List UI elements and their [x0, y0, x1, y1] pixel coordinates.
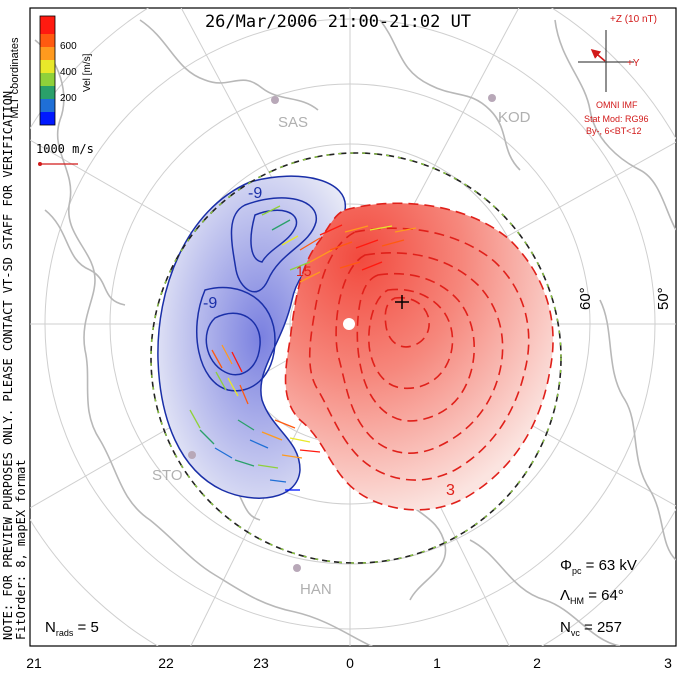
imf-y-label: +Y — [627, 58, 640, 69]
stat-condition: By-, 6<BT<12 — [586, 126, 642, 136]
velocity-vectors — [189, 205, 417, 491]
station-markers — [188, 94, 496, 572]
cross-polar-potential: Φpc = 63 kV — [560, 557, 637, 576]
map-title: 26/Mar/2006 21:00-21:02 UT — [205, 12, 471, 32]
mlt-tick: 3 — [664, 655, 672, 671]
pole-marker — [343, 318, 355, 330]
mlt-tick: 1 — [433, 655, 441, 671]
velocity-colorbar — [39, 15, 56, 126]
station-label: KOD — [498, 109, 531, 126]
svg-text:Φpc = 63 kV: Φpc = 63 kV — [560, 557, 637, 576]
imf-dial — [578, 30, 634, 92]
imf-vector — [590, 48, 606, 62]
imf-source: OMNI IMF — [596, 100, 638, 110]
svg-text:ΛHM = 64°: ΛHM = 64° — [560, 587, 624, 606]
hm-latitude: ΛHM = 64° — [560, 587, 624, 606]
positive-contours — [284, 202, 554, 511]
vector-count: Nvc = 257 — [560, 619, 622, 638]
ref-vector-label: 1000 m/s — [36, 142, 94, 156]
station-label: STO — [152, 467, 183, 484]
contour-label: 15 — [296, 263, 312, 279]
preview-note: NOTE: FOR PREVIEW PURPOSES ONLY. PLEASE … — [1, 84, 28, 640]
station-label: SAS — [278, 114, 308, 131]
imf-z-label: +Z (10 nT) — [610, 14, 657, 25]
radar-count: Nrads = 5 — [45, 619, 99, 638]
mlt-tick: 23 — [253, 655, 269, 671]
preview-note-line2: FitOrder: 8, mapEX format — [14, 459, 28, 640]
colorbar-label: Vel [m/s] — [82, 53, 93, 92]
contour-label: 3 — [446, 482, 455, 499]
svg-text:Nvc = 257: Nvc = 257 — [560, 619, 622, 638]
colorbar-tick: 200 — [60, 93, 77, 104]
coords-label: MLT coordinates — [9, 37, 21, 118]
mlt-tick: 2 — [533, 655, 541, 671]
mlt-tick: 22 — [158, 655, 174, 671]
stat-model: Stat Mod: RG96 — [584, 114, 649, 124]
mlt-tick: 21 — [26, 655, 42, 671]
mlt-axis: 21 22 23 0 1 2 3 — [26, 655, 672, 671]
ref-vector-dot — [38, 162, 42, 166]
positive-potential-cell — [285, 203, 554, 510]
colorbar-tick: 600 — [60, 41, 77, 52]
mlt-tick: 0 — [346, 655, 354, 671]
hm-boundary-green — [150, 152, 562, 564]
colorbar-tick: 400 — [60, 67, 77, 78]
negative-contours — [195, 197, 317, 392]
station-label: HAN — [300, 581, 332, 598]
lat-label: 50° — [655, 287, 672, 310]
lat-label: 60° — [577, 287, 594, 310]
svg-text:Nrads = 5: Nrads = 5 — [45, 619, 99, 638]
contour-label: -9 — [203, 295, 217, 312]
contour-label: -9 — [248, 185, 262, 202]
potential-max-marker — [395, 295, 409, 309]
